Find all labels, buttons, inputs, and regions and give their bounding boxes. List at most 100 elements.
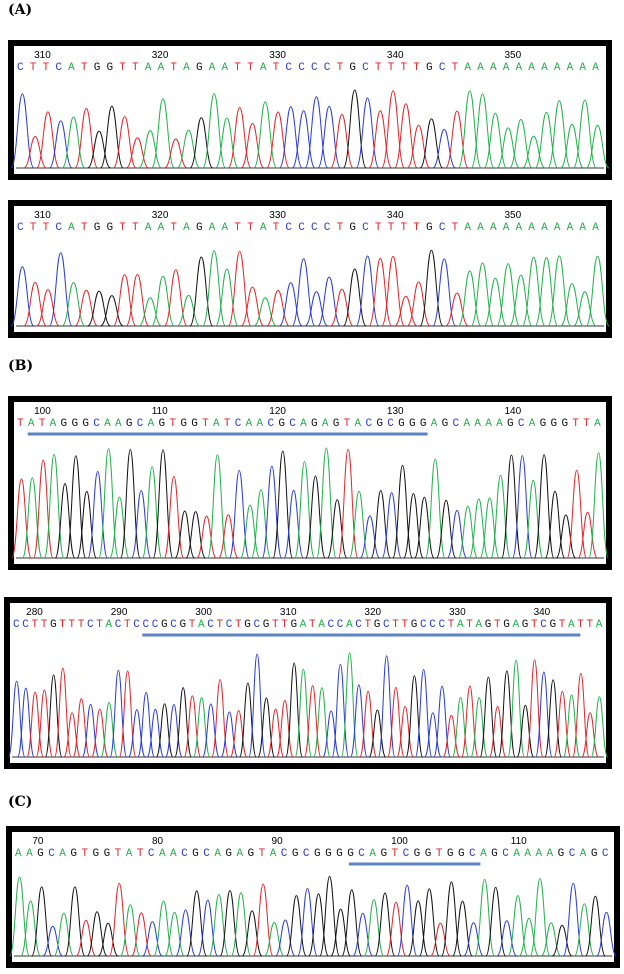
position-number: 310 [34,50,51,61]
trace-peak [202,250,227,327]
trace-peak [474,878,496,957]
trace-peak [202,93,227,169]
trace-peak [278,282,303,327]
trace-peak [496,127,521,169]
trace-peak [381,492,402,559]
trace-peak [445,292,469,327]
trace-peak [451,697,470,758]
position-number: 110 [511,836,527,847]
trace-peak [241,910,263,957]
trace-peak [419,118,444,169]
trace-peak [239,682,257,758]
trace-peak [496,920,518,957]
trace-peak [394,295,418,327]
trace-peak [253,297,277,327]
trace-peak [498,670,516,758]
trace-peak [359,690,377,758]
trace-peak [250,489,272,559]
trace-peak [53,912,75,957]
trace-peak [130,912,152,957]
trace-peak [534,256,559,327]
position-number: 320 [152,50,169,61]
trace-peak [253,101,278,169]
trace-peak [227,107,252,169]
trace-peak [359,515,381,559]
trace-peak [81,703,100,758]
trace-peak [457,90,482,169]
trace-peak [585,255,610,327]
trace-peak [518,917,540,957]
position-number: 350 [505,210,522,221]
trace-peak [560,283,585,327]
trace-peak [547,100,572,169]
frame [8,40,612,180]
trace-peak [370,490,392,559]
position-number: 110 [152,406,168,417]
trace-peak [396,706,414,758]
trace-peak [165,703,183,758]
trace-peak [214,117,239,169]
trace-peak [405,675,424,758]
trace-peak [342,89,367,169]
trace-peak [470,697,488,758]
trace-peak [329,113,354,169]
trace-peak [176,129,201,169]
trace-peak [432,128,457,169]
trace-peak [317,105,342,169]
trace-peak [304,96,329,169]
panel-label: (A) [8,2,32,18]
trace-peak [202,703,220,758]
position-number: 340 [387,210,404,221]
trace-peak [406,281,431,327]
trace-peak [584,895,606,957]
position-number: 100 [34,406,51,417]
trace-peak [218,514,239,559]
trace-peak [342,268,367,327]
trace-peak [468,498,490,559]
trace-peak [355,97,380,169]
trace-peak [330,908,352,957]
trace-peak [240,286,265,327]
trace-peak [435,499,457,559]
trace-peak [230,892,252,957]
trace-peak [303,685,322,758]
trace-peak [153,900,174,957]
trace-peak [87,471,108,559]
trace-peak [407,900,429,957]
trace-peak [192,697,211,758]
trace-peak [119,904,141,957]
trace-peak [26,691,44,758]
trace-peak [385,901,407,957]
trace-peak [174,510,196,559]
trace-peak [274,919,296,957]
trace-peak [11,478,32,559]
trace-peak [573,291,597,327]
trace-peak [521,256,546,327]
trace-peak [387,686,405,758]
trace-peak [263,921,285,957]
frame [8,396,612,570]
trace-peak [483,277,508,327]
trace-peak [496,263,521,327]
position-number: 80 [152,836,164,847]
trace-peak [137,692,155,758]
trace-peak [138,130,163,169]
panel-label: (B) [8,358,33,374]
trace-peak [35,111,60,169]
trace-peak [525,659,544,758]
trace-peak [207,454,228,559]
trace-peak [128,709,146,758]
position-number: 140 [505,406,522,417]
trace-peak [189,256,214,327]
trace-peak [396,884,418,957]
trace-peak [266,111,291,169]
